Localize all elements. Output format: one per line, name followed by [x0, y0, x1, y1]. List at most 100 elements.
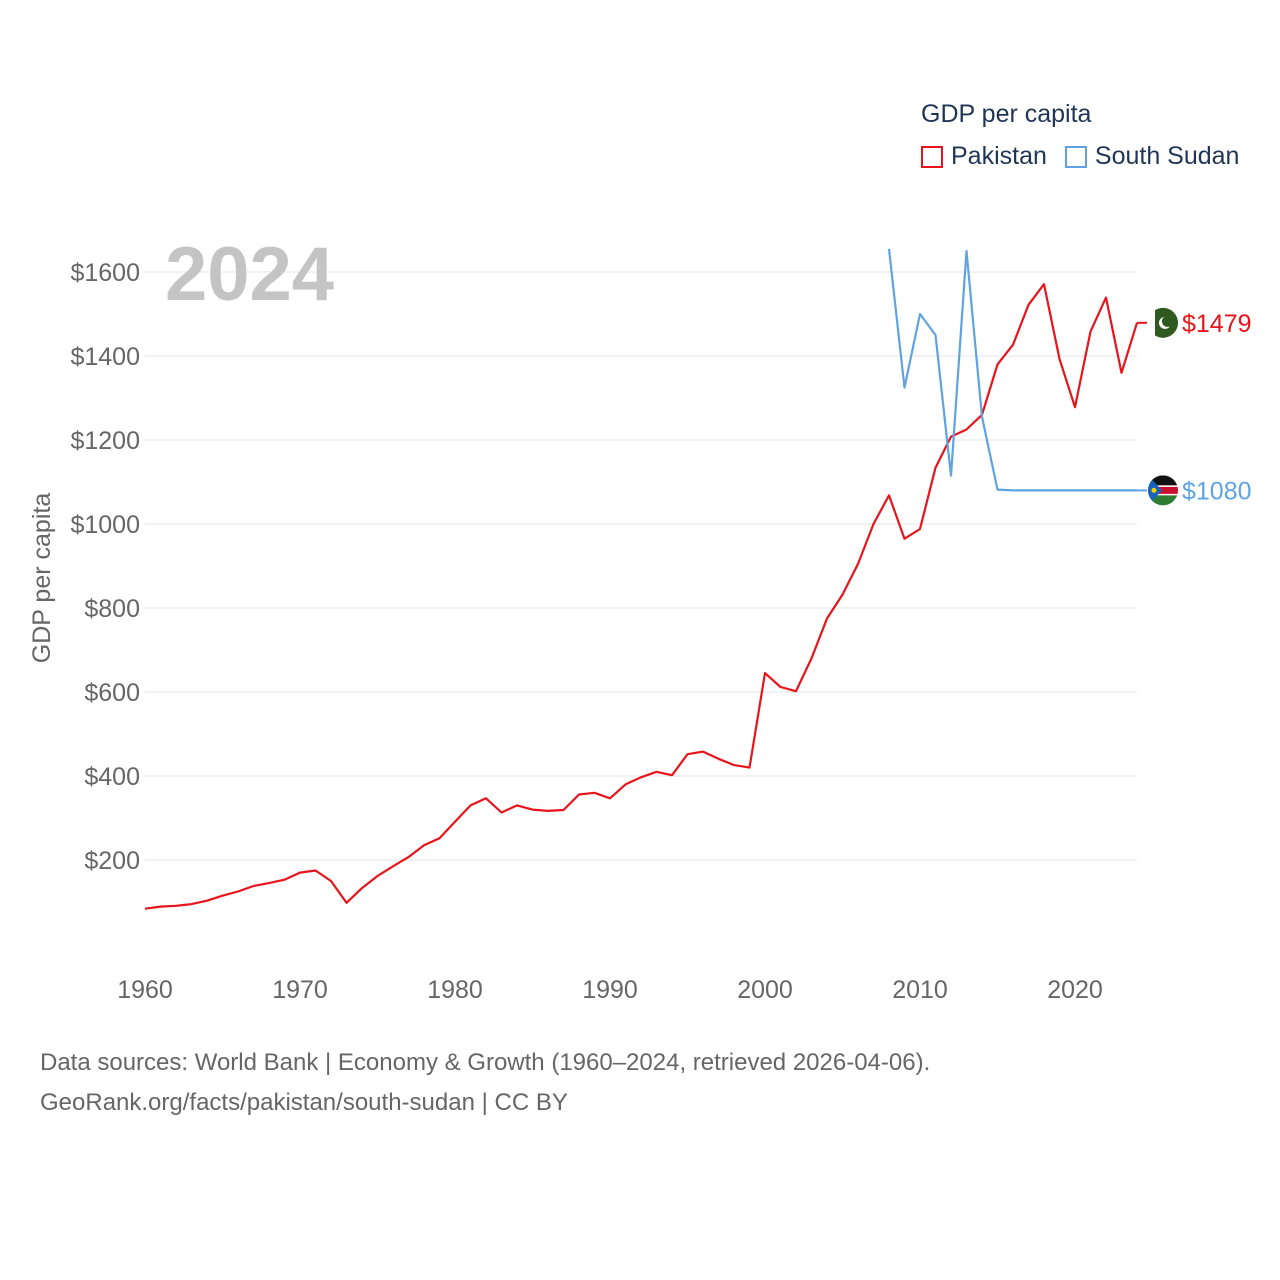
data-point-pakistan[interactable]	[716, 756, 721, 761]
data-point-pakistan[interactable]	[530, 807, 535, 812]
data-point-pakistan[interactable]	[577, 792, 582, 797]
data-point-south-sudan[interactable]	[887, 246, 892, 251]
data-point-south-sudan[interactable]	[949, 473, 954, 478]
data-point-pakistan[interactable]	[670, 773, 675, 778]
data-point-pakistan[interactable]	[1011, 342, 1016, 347]
x-axis-ticks: 1960 1970 1980 1990 2000 2010 2020	[117, 976, 1103, 1004]
data-point-pakistan[interactable]	[484, 796, 489, 801]
source-line-2[interactable]: GeoRank.org/facts/pakistan/south-sudan |…	[40, 1089, 568, 1116]
data-point-pakistan[interactable]	[1057, 356, 1062, 361]
y-tick-label: $600	[84, 679, 140, 707]
data-point-pakistan[interactable]	[1088, 329, 1093, 334]
data-point-pakistan[interactable]	[437, 836, 442, 841]
data-point-pakistan[interactable]	[639, 775, 644, 780]
data-point-pakistan[interactable]	[205, 898, 210, 903]
data-point-pakistan[interactable]	[375, 873, 380, 878]
data-point-pakistan[interactable]	[1073, 405, 1078, 410]
data-point-pakistan[interactable]	[267, 881, 272, 886]
data-point-pakistan[interactable]	[174, 903, 179, 908]
legend-item-south-sudan[interactable]: South Sudan	[1064, 142, 1239, 171]
x-tick-label: 1970	[272, 976, 328, 1004]
data-point-south-sudan[interactable]	[1057, 488, 1062, 493]
data-point-pakistan[interactable]	[298, 870, 303, 875]
data-point-pakistan[interactable]	[825, 616, 830, 621]
data-point-pakistan[interactable]	[189, 902, 194, 907]
data-point-pakistan[interactable]	[871, 522, 876, 527]
data-point-pakistan[interactable]	[1119, 370, 1124, 375]
data-point-pakistan[interactable]	[158, 904, 163, 909]
data-point-pakistan[interactable]	[685, 752, 690, 757]
y-axis-ticks: $200 $400 $600 $800 $1000 $1200 $1400 $1600	[70, 259, 140, 875]
data-point-pakistan[interactable]	[329, 879, 334, 884]
data-point-pakistan[interactable]	[406, 855, 411, 860]
data-point-pakistan[interactable]	[623, 782, 628, 787]
series-line-south-sudan[interactable]	[887, 248, 1137, 492]
data-point-pakistan[interactable]	[220, 893, 225, 898]
y-tick-label: $1000	[70, 511, 140, 539]
y-tick-label: $800	[84, 595, 140, 623]
data-point-south-sudan[interactable]	[964, 249, 969, 254]
x-tick-label: 1990	[582, 976, 638, 1004]
data-point-pakistan[interactable]	[763, 671, 768, 676]
legend-swatch-pakistan	[921, 145, 943, 168]
data-point-pakistan[interactable]	[1042, 282, 1047, 287]
data-point-pakistan[interactable]	[902, 536, 907, 541]
data-point-pakistan[interactable]	[794, 689, 799, 694]
data-point-pakistan[interactable]	[918, 527, 923, 532]
data-point-pakistan[interactable]	[592, 790, 597, 795]
data-point-pakistan[interactable]	[732, 763, 737, 768]
data-point-pakistan[interactable]	[964, 427, 969, 432]
data-point-pakistan[interactable]	[391, 864, 396, 869]
data-point-pakistan[interactable]	[1104, 295, 1109, 300]
end-labels: $1479 $1080	[1137, 307, 1252, 506]
data-point-south-sudan[interactable]	[980, 414, 985, 419]
data-point-pakistan[interactable]	[499, 810, 504, 815]
data-point-south-sudan[interactable]	[995, 487, 1000, 492]
data-point-pakistan[interactable]	[143, 906, 148, 911]
data-point-pakistan[interactable]	[856, 561, 861, 566]
legend-item-pakistan[interactable]: Pakistan	[921, 142, 1047, 171]
data-series	[143, 246, 1139, 911]
data-point-south-sudan[interactable]	[933, 333, 938, 338]
data-point-pakistan[interactable]	[453, 819, 458, 824]
data-point-pakistan[interactable]	[995, 362, 1000, 367]
data-point-south-sudan[interactable]	[1104, 488, 1109, 493]
y-axis-label: GDP per capita	[28, 493, 56, 664]
x-tick-label: 1980	[427, 976, 483, 1004]
series-line-pakistan[interactable]	[144, 283, 1139, 910]
data-point-pakistan[interactable]	[236, 889, 241, 894]
data-point-pakistan[interactable]	[747, 765, 752, 770]
data-point-pakistan[interactable]	[840, 592, 845, 597]
data-point-pakistan[interactable]	[608, 796, 613, 801]
source-line-1: Data sources: World Bank | Economy & Gro…	[40, 1049, 931, 1076]
data-point-pakistan[interactable]	[313, 868, 318, 873]
data-point-pakistan[interactable]	[887, 493, 892, 498]
data-point-pakistan[interactable]	[546, 808, 551, 813]
data-point-pakistan[interactable]	[1026, 302, 1031, 307]
data-point-pakistan[interactable]	[561, 808, 566, 813]
data-point-pakistan[interactable]	[468, 803, 473, 808]
data-point-pakistan[interactable]	[778, 684, 783, 689]
data-point-pakistan[interactable]	[360, 886, 365, 891]
y-tick-label: $200	[84, 847, 140, 875]
data-point-pakistan[interactable]	[933, 465, 938, 470]
data-point-pakistan[interactable]	[422, 843, 427, 848]
data-point-south-sudan[interactable]	[1011, 488, 1016, 493]
data-point-south-sudan[interactable]	[1026, 488, 1031, 493]
data-point-south-sudan[interactable]	[918, 312, 923, 317]
data-point-pakistan[interactable]	[515, 803, 520, 808]
data-point-south-sudan[interactable]	[902, 385, 907, 390]
legend: Pakistan South Sudan	[921, 142, 1257, 171]
data-point-south-sudan[interactable]	[1042, 488, 1047, 493]
data-point-south-sudan[interactable]	[1088, 488, 1093, 493]
data-point-pakistan[interactable]	[654, 769, 659, 774]
data-point-pakistan[interactable]	[251, 884, 256, 889]
data-point-pakistan[interactable]	[809, 656, 814, 661]
south-sudan-flag-icon	[1148, 475, 1178, 506]
data-point-south-sudan[interactable]	[1119, 488, 1124, 493]
data-point-pakistan[interactable]	[344, 900, 349, 905]
data-point-pakistan[interactable]	[701, 749, 706, 754]
x-tick-label: 2010	[892, 976, 948, 1004]
data-point-pakistan[interactable]	[282, 877, 287, 882]
data-point-south-sudan[interactable]	[1073, 488, 1078, 493]
